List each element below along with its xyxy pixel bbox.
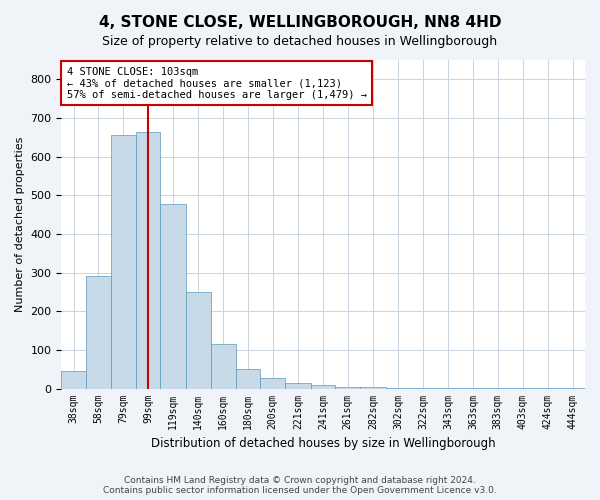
Bar bbox=[286, 383, 311, 388]
Bar bbox=[86, 276, 110, 388]
Bar bbox=[236, 369, 260, 388]
X-axis label: Distribution of detached houses by size in Wellingborough: Distribution of detached houses by size … bbox=[151, 437, 496, 450]
Bar bbox=[211, 344, 236, 389]
Bar bbox=[160, 204, 185, 388]
Bar bbox=[136, 132, 160, 388]
Bar bbox=[185, 292, 211, 388]
Text: 4 STONE CLOSE: 103sqm
← 43% of detached houses are smaller (1,123)
57% of semi-d: 4 STONE CLOSE: 103sqm ← 43% of detached … bbox=[67, 66, 367, 100]
Bar bbox=[110, 136, 136, 388]
Bar bbox=[311, 384, 335, 388]
Text: Size of property relative to detached houses in Wellingborough: Size of property relative to detached ho… bbox=[103, 35, 497, 48]
Bar bbox=[61, 371, 86, 388]
Y-axis label: Number of detached properties: Number of detached properties bbox=[15, 136, 25, 312]
Bar bbox=[260, 378, 286, 388]
Text: 4, STONE CLOSE, WELLINGBOROUGH, NN8 4HD: 4, STONE CLOSE, WELLINGBOROUGH, NN8 4HD bbox=[99, 15, 501, 30]
Text: Contains HM Land Registry data © Crown copyright and database right 2024.
Contai: Contains HM Land Registry data © Crown c… bbox=[103, 476, 497, 495]
